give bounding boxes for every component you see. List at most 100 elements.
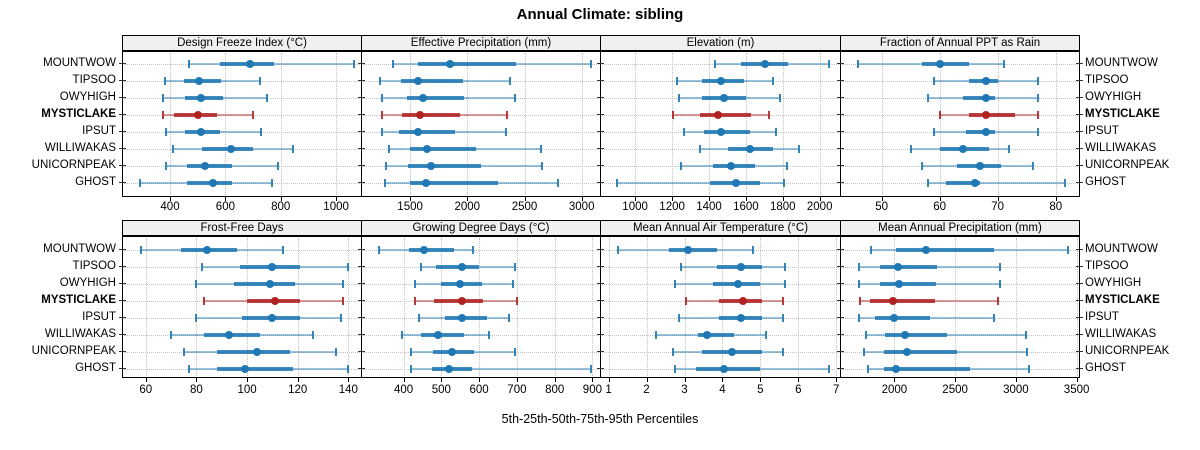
whisker-cap bbox=[342, 297, 345, 305]
median-dot bbox=[426, 162, 435, 170]
iqr-bar bbox=[885, 333, 947, 337]
grid-line bbox=[684, 238, 686, 376]
median-dot bbox=[253, 348, 262, 356]
y-axis-tick bbox=[597, 62, 604, 64]
row-guide-line bbox=[842, 267, 1078, 268]
y-axis-tick bbox=[358, 113, 365, 115]
iqr-bar bbox=[704, 130, 751, 134]
x-axis-tick bbox=[170, 197, 171, 201]
x-axis-tick-label: 1000 bbox=[323, 201, 349, 213]
whisker-cap bbox=[378, 246, 380, 254]
y-axis-tick bbox=[358, 79, 365, 81]
x-axis-tick bbox=[336, 197, 338, 201]
site-label-left-ipsut: IPSUT bbox=[82, 124, 116, 137]
median-dot bbox=[246, 60, 255, 68]
x-axis-tick bbox=[1055, 197, 1057, 201]
grid-line bbox=[709, 53, 710, 195]
median-dot bbox=[717, 77, 725, 85]
strip-header-growing-degree-days-c: Growing Degree Days (°C) bbox=[361, 220, 601, 236]
row-guide-line bbox=[124, 98, 360, 99]
site-label-left-mountwow: MOUNTWOW bbox=[43, 56, 116, 69]
whisker-cap bbox=[782, 179, 785, 187]
y-axis-tick bbox=[119, 333, 126, 335]
x-axis-tick bbox=[939, 197, 941, 201]
grid-line bbox=[410, 53, 412, 195]
iqr-bar bbox=[407, 164, 481, 168]
site-label-right-owyhigh: OWYHIGH bbox=[1085, 90, 1142, 103]
site-label-left-ghost: GHOST bbox=[75, 175, 116, 188]
site-label-left-owyhigh: OWYHIGH bbox=[59, 90, 116, 103]
grid-line bbox=[1055, 53, 1057, 195]
grid-line bbox=[581, 53, 583, 195]
whisker-cap bbox=[672, 111, 674, 119]
grid-line bbox=[145, 238, 147, 376]
site-label-right-unicornpeak: UNICORNPEAK bbox=[1085, 158, 1170, 171]
whisker-cap bbox=[1063, 179, 1066, 187]
x-axis-tick-label: 140 bbox=[338, 384, 358, 396]
x-axis-tick bbox=[592, 378, 594, 382]
whisker-cap bbox=[195, 280, 198, 288]
whisker-cap bbox=[171, 145, 174, 153]
whisker-cap bbox=[672, 348, 675, 356]
median-dot bbox=[419, 94, 428, 102]
y-axis-tick bbox=[1076, 282, 1083, 284]
y-axis-tick bbox=[358, 181, 365, 183]
whisker-cap bbox=[779, 94, 781, 102]
whisker-cap bbox=[782, 348, 785, 356]
grid-line bbox=[441, 238, 443, 376]
x-axis-tick bbox=[467, 197, 469, 201]
row-guide-line bbox=[842, 284, 1078, 285]
x-axis-tick bbox=[225, 197, 227, 201]
site-label-right-mysticlake: MYSTICLAKE bbox=[1085, 293, 1160, 306]
median-dot bbox=[902, 348, 911, 356]
median-dot bbox=[982, 77, 991, 85]
grid-line bbox=[247, 238, 249, 376]
y-axis-tick bbox=[1076, 147, 1083, 149]
strip-title: Effective Precipitation (mm) bbox=[410, 37, 552, 49]
grid-line bbox=[336, 53, 338, 195]
y-axis-tick bbox=[1076, 96, 1083, 98]
x-axis-tick-label: 2500 bbox=[942, 384, 968, 396]
grid-line bbox=[403, 238, 405, 376]
whisker-cap bbox=[200, 263, 203, 271]
median-dot bbox=[684, 246, 693, 254]
whisker-cap bbox=[513, 348, 516, 356]
iqr-bar bbox=[216, 367, 293, 371]
whisker-cap bbox=[785, 162, 788, 170]
whisker-cap bbox=[539, 145, 542, 153]
x-axis-tick bbox=[836, 378, 838, 382]
median-dot bbox=[719, 94, 728, 102]
whisker-cap bbox=[512, 280, 515, 288]
y-axis-tick bbox=[119, 282, 126, 284]
whisker-cap bbox=[685, 297, 688, 305]
site-label-left-ghost: GHOST bbox=[75, 361, 116, 374]
median-dot bbox=[422, 179, 431, 187]
median-dot bbox=[982, 111, 991, 119]
whisker-cap bbox=[1037, 94, 1040, 102]
whisker-cap bbox=[1025, 331, 1028, 339]
median-dot bbox=[456, 280, 465, 288]
whisker-cap bbox=[170, 331, 173, 339]
x-axis-tick bbox=[247, 378, 249, 382]
x-axis-tick-label: 1800 bbox=[770, 201, 796, 213]
whisker-cap bbox=[203, 297, 205, 305]
grid-line bbox=[635, 53, 637, 195]
whisker-cap bbox=[1037, 111, 1040, 119]
y-axis-tick bbox=[119, 350, 126, 352]
iqr-bar bbox=[186, 164, 233, 168]
x-axis-tick bbox=[145, 378, 147, 382]
whisker-cap bbox=[932, 77, 935, 85]
grid-line bbox=[672, 53, 674, 195]
x-axis-tick bbox=[348, 378, 350, 382]
x-axis-tick bbox=[410, 197, 412, 201]
site-label-right-mountwow: MOUNTWOW bbox=[1085, 242, 1158, 255]
x-axis-tick-label: 500 bbox=[431, 384, 451, 396]
y-axis-tick bbox=[597, 79, 604, 81]
whisker-cap bbox=[410, 365, 413, 373]
x-axis-tick-label: 600 bbox=[469, 384, 489, 396]
strip-title: Growing Degree Days (°C) bbox=[412, 222, 550, 234]
x-axis-tick-label: 1600 bbox=[733, 201, 759, 213]
whisker-cap bbox=[655, 331, 657, 339]
y-axis-tick bbox=[1076, 333, 1083, 335]
site-label-right-tipsoo: TIPSOO bbox=[1085, 73, 1129, 86]
